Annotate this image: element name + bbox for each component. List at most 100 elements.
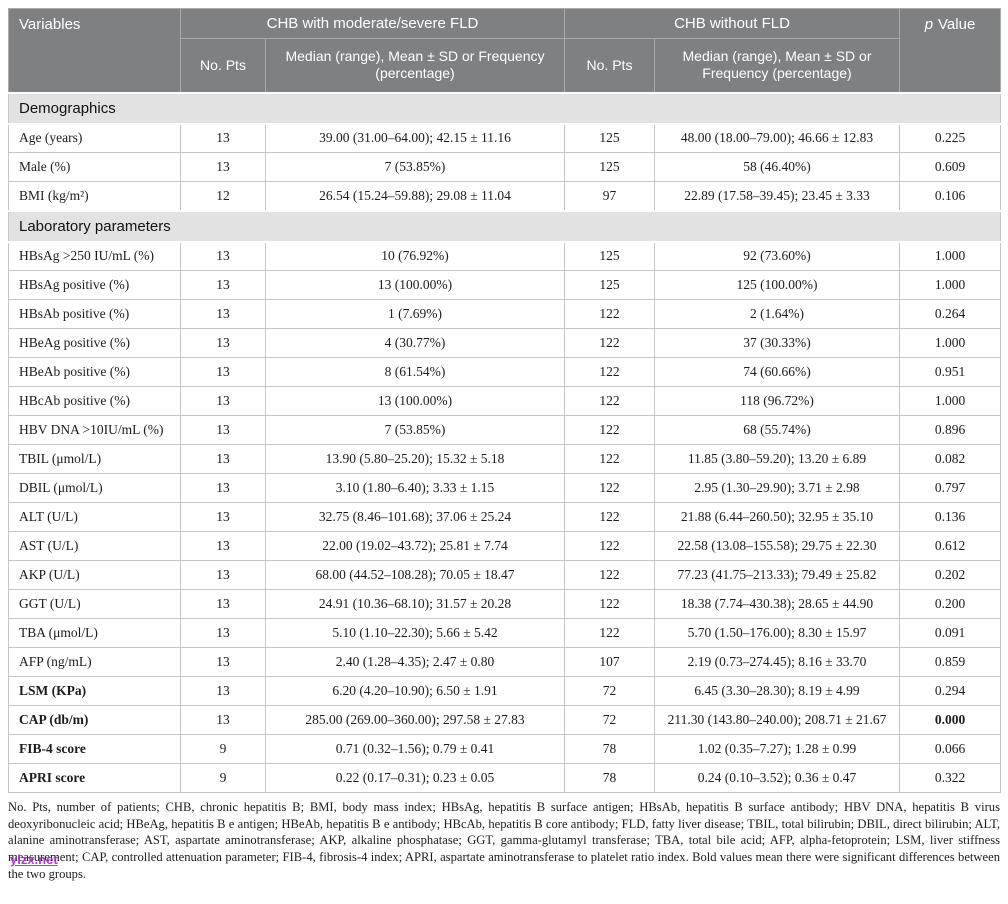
no-pts-no-fld-cell: 125 <box>564 241 655 271</box>
variable-label: BMI (kg/m²) <box>8 181 181 211</box>
header-group-no-fld: CHB without FLD <box>564 8 900 39</box>
table-row: DBIL (μmol/L) 13 3.10 (1.80–6.40); 3.33 ± … <box>8 473 1001 503</box>
p-value-cell: 0.106 <box>899 181 1001 211</box>
no-pts-fld-cell: 13 <box>180 123 266 153</box>
no-pts-no-fld-cell: 122 <box>564 299 655 329</box>
value-fld-cell: 7 (53.85%) <box>265 415 565 445</box>
variable-label: LSM (KPa) <box>8 676 181 706</box>
p-value-cell: 0.264 <box>899 299 1001 329</box>
no-pts-no-fld-cell: 78 <box>564 734 655 764</box>
p-value-cell: 1.000 <box>899 241 1001 271</box>
value-fld-cell: 10 (76.92%) <box>265 241 565 271</box>
value-no-fld-cell: 2 (1.64%) <box>654 299 900 329</box>
value-fld-cell: 3.10 (1.80–6.40); 3.33 ± 1.15 <box>265 473 565 503</box>
no-pts-no-fld-cell: 122 <box>564 531 655 561</box>
table-row: LSM (KPa) 13 6.20 (4.20–10.90); 6.50 ± 1.9… <box>8 676 1001 706</box>
value-no-fld-cell: 5.70 (1.50–176.00); 8.30 ± 15.97 <box>654 618 900 648</box>
footnote-text: No. Pts, number of patients; CHB, chroni… <box>8 800 1000 881</box>
table-row: GGT (U/L) 13 24.91 (10.36–68.10); 31.57 ± … <box>8 589 1001 619</box>
no-pts-fld-cell: 13 <box>180 386 266 416</box>
table-row: AST (U/L) 13 22.00 (19.02–43.72); 25.81 ± … <box>8 531 1001 561</box>
variable-label: HBcAb positive (%) <box>8 386 181 416</box>
value-no-fld-cell: 22.58 (13.08–155.58); 29.75 ± 22.30 <box>654 531 900 561</box>
value-fld-cell: 39.00 (31.00–64.00); 42.15 ± 11.16 <box>265 123 565 153</box>
value-no-fld-cell: 2.19 (0.73–274.45); 8.16 ± 33.70 <box>654 647 900 677</box>
no-pts-fld-cell: 13 <box>180 676 266 706</box>
no-pts-no-fld-cell: 122 <box>564 560 655 590</box>
table-row: Age (years) 13 39.00 (31.00–64.00); 42.15 … <box>8 123 1001 153</box>
value-fld-cell: 26.54 (15.24–59.88); 29.08 ± 11.04 <box>265 181 565 211</box>
no-pts-fld-cell: 13 <box>180 299 266 329</box>
table-row: TBA (μmol/L) 13 5.10 (1.10–22.30); 5.66 ± … <box>8 618 1001 648</box>
table-footnote: No. Pts, number of patients; CHB, chroni… <box>8 799 1000 883</box>
p-value-cell: 0.066 <box>899 734 1001 764</box>
p-value-cell: 0.797 <box>899 473 1001 503</box>
variable-label: HBeAb positive (%) <box>8 357 181 387</box>
no-pts-fld-cell: 13 <box>180 444 266 474</box>
p-value-cell: 0.202 <box>899 560 1001 590</box>
no-pts-no-fld-cell: 122 <box>564 386 655 416</box>
table-row: Male (%) 13 7 (53.85%) 125 58 (46.40%) 0.609 <box>8 152 1001 182</box>
value-no-fld-cell: 48.00 (18.00–79.00); 46.66 ± 12.83 <box>654 123 900 153</box>
value-fld-cell: 24.91 (10.36–68.10); 31.57 ± 20.28 <box>265 589 565 619</box>
value-fld-cell: 4 (30.77%) <box>265 328 565 358</box>
no-pts-no-fld-cell: 122 <box>564 618 655 648</box>
value-no-fld-cell: 2.95 (1.30–29.90); 3.71 ± 2.98 <box>654 473 900 503</box>
value-fld-cell: 32.75 (8.46–101.68); 37.06 ± 25.24 <box>265 502 565 532</box>
no-pts-fld-cell: 13 <box>180 560 266 590</box>
p-value-cell: 1.000 <box>899 270 1001 300</box>
no-pts-fld-cell: 13 <box>180 647 266 677</box>
p-value-cell: 0.612 <box>899 531 1001 561</box>
variable-label: ALT (U/L) <box>8 502 181 532</box>
no-pts-fld-cell: 13 <box>180 328 266 358</box>
value-fld-cell: 13.90 (5.80–25.20); 15.32 ± 5.18 <box>265 444 565 474</box>
header-median-no-fld: Median (range), Mean ± SD or Frequency (… <box>654 38 900 93</box>
variable-label: GGT (U/L) <box>8 589 181 619</box>
variable-label: Age (years) <box>8 123 181 153</box>
value-no-fld-cell: 18.38 (7.74–430.38); 28.65 ± 44.90 <box>654 589 900 619</box>
value-fld-cell: 285.00 (269.00–360.00); 297.58 ± 27.83 <box>265 705 565 735</box>
header-variables: Variables <box>8 8 181 93</box>
no-pts-no-fld-cell: 122 <box>564 357 655 387</box>
value-no-fld-cell: 6.45 (3.30–28.30); 8.19 ± 4.99 <box>654 676 900 706</box>
no-pts-no-fld-cell: 72 <box>564 705 655 735</box>
value-no-fld-cell: 11.85 (3.80–59.20); 13.20 ± 6.89 <box>654 444 900 474</box>
no-pts-fld-cell: 13 <box>180 531 266 561</box>
table-row: FIB-4 score 9 0.71 (0.32–1.56); 0.79 ± 0.4… <box>8 734 1001 764</box>
variable-label: AST (U/L) <box>8 531 181 561</box>
no-pts-no-fld-cell: 122 <box>564 415 655 445</box>
no-pts-fld-cell: 13 <box>180 152 266 182</box>
value-no-fld-cell: 74 (60.66%) <box>654 357 900 387</box>
no-pts-fld-cell: 12 <box>180 181 266 211</box>
no-pts-fld-cell: 13 <box>180 618 266 648</box>
p-value-cell: 0.136 <box>899 502 1001 532</box>
p-value-cell: 1.000 <box>899 328 1001 358</box>
table-row: HBsAg >250 IU/mL (%) 13 10 (76.92%) 125 92 (… <box>8 241 1001 271</box>
variable-label: CAP (db/m) <box>8 705 181 735</box>
table-header: Variables CHB with moderate/severe FLD C… <box>8 8 1001 93</box>
table-row: HBsAb positive (%) 13 1 (7.69%) 122 2 (1.64%… <box>8 299 1001 329</box>
value-fld-cell: 8 (61.54%) <box>265 357 565 387</box>
no-pts-no-fld-cell: 122 <box>564 589 655 619</box>
value-no-fld-cell: 21.88 (6.44–260.50); 32.95 ± 35.10 <box>654 502 900 532</box>
table-row: AFP (ng/mL) 13 2.40 (1.28–4.35); 2.47 ± 0.… <box>8 647 1001 677</box>
p-value-cell: 0.091 <box>899 618 1001 648</box>
no-pts-fld-cell: 13 <box>180 473 266 503</box>
no-pts-fld-cell: 9 <box>180 734 266 764</box>
variable-label: HBsAg positive (%) <box>8 270 181 300</box>
no-pts-fld-cell: 13 <box>180 502 266 532</box>
table-row: HBV DNA >10IU/mL (%) 13 7 (53.85%) 122 68 (5… <box>8 415 1001 445</box>
clinical-characteristics-table: Variables CHB with moderate/severe FLD C… <box>8 8 1001 793</box>
variable-label: APRI score <box>8 763 181 793</box>
value-no-fld-cell: 92 (73.60%) <box>654 241 900 271</box>
p-value-cell: 0.294 <box>899 676 1001 706</box>
value-fld-cell: 13 (100.00%) <box>265 386 565 416</box>
value-no-fld-cell: 68 (55.74%) <box>654 415 900 445</box>
variable-label: HBV DNA >10IU/mL (%) <box>8 415 181 445</box>
no-pts-fld-cell: 13 <box>180 357 266 387</box>
p-value-cell: 0.082 <box>899 444 1001 474</box>
p-symbol: p <box>924 16 934 33</box>
variable-label: Male (%) <box>8 152 181 182</box>
table-row: HBcAb positive (%) 13 13 (100.00%) 122 118 (… <box>8 386 1001 416</box>
section-row: Demographics <box>8 91 1001 125</box>
